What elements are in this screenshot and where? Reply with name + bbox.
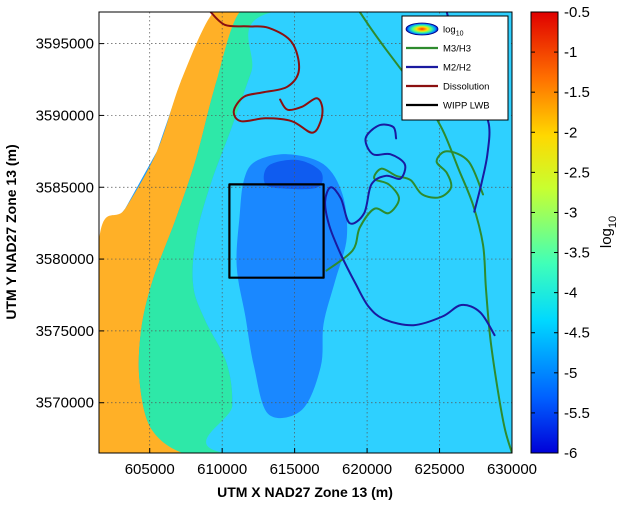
region-orange-zone [99, 12, 240, 453]
series-line-wipp-lwb [228, 183, 325, 279]
legend: log10 M3/H3 M2/H2 Dissolution WIPP LWB [401, 15, 509, 121]
series-line-m3-h3 [325, 150, 484, 272]
region-deep-blue-spot [263, 159, 323, 190]
x-axis-label: UTM X NAD27 Zone 13 (m) [217, 484, 393, 500]
y-tick-label: 3570000 [36, 395, 94, 412]
colorbar-tick-label: -2 [564, 124, 577, 141]
x-tick-label: 615000 [270, 461, 320, 478]
colorbar-tick-label: -1.5 [564, 84, 590, 101]
x-tick-label: 620000 [342, 461, 392, 478]
region-no-data [99, 12, 214, 242]
series-line-dissolution [209, 12, 324, 134]
colorbar-tick-label: -5.5 [564, 405, 590, 422]
legend-entry-label: WIPP LWB [443, 101, 490, 112]
legend-entry-label: M3/H3 [443, 44, 471, 55]
colorbar-tick-label: -3 [564, 204, 577, 221]
x-tick-label: 625000 [415, 461, 465, 478]
colorbar-gradient [530, 11, 559, 454]
colorbar-tick-label: -5 [564, 365, 577, 382]
x-tick-label: 630000 [487, 461, 537, 478]
x-axis: 605000 610000 615000 620000 625000 630000 [125, 448, 537, 478]
colorbar-tick-label: -4.5 [564, 325, 590, 342]
y-tick-label: 3590000 [36, 107, 94, 124]
colorbar: -0.5 -1 -1.5 -2 -2.5 -3 -3.5 -4 -4.5 -5 -5.5 -6 log… [530, 4, 619, 462]
plot-frame [98, 11, 513, 454]
colorbar-tick-label: -2.5 [564, 164, 590, 181]
region-green-zone [138, 12, 273, 453]
series-line-m2-h2 [324, 123, 496, 337]
colorbar-tick-label: -1 [564, 44, 577, 61]
y-axis: 3570000 3575000 3580000 3585000 3590000 35950… [36, 36, 104, 412]
y-axis-label: UTM Y NAD27 Zone 13 (m) [3, 144, 19, 319]
x-tick-label: 610000 [197, 461, 247, 478]
colorbar-tick-label: -6 [564, 445, 577, 462]
legend-entry-label: M2/H2 [443, 63, 471, 74]
y-tick-label: 3580000 [36, 251, 94, 268]
y-tick-label: 3575000 [36, 323, 94, 340]
colorbar-label: log10 [598, 216, 619, 248]
colorbar-tick-label: -0.5 [564, 4, 590, 21]
y-tick-label: 3595000 [36, 36, 94, 53]
colorbar-tick-label: -4 [564, 285, 577, 302]
x-tick-label: 605000 [125, 461, 175, 478]
series-line-m3-h3 [358, 12, 512, 453]
legend-entry-label: log10 [443, 25, 464, 38]
colorbar-tick-label: -3.5 [564, 245, 590, 262]
legend-entry-label: Dissolution [443, 82, 489, 93]
y-tick-label: 3585000 [36, 179, 94, 196]
region-blue-core [236, 154, 348, 419]
field-regions [99, 12, 512, 453]
legend-swatch [405, 22, 439, 36]
